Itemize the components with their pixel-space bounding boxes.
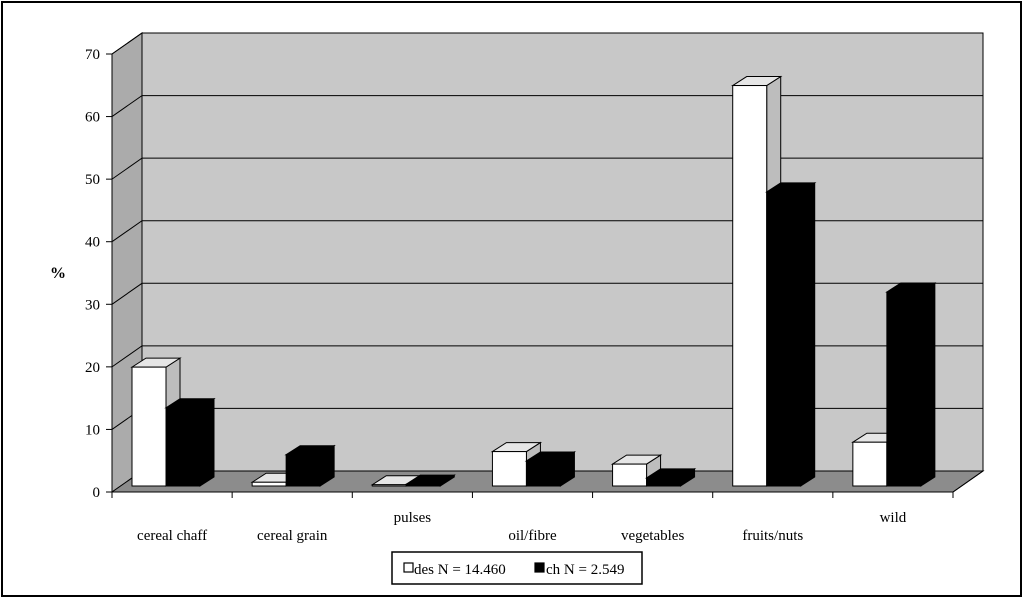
- y-tick-label: 0: [93, 485, 101, 501]
- bar-ch: [524, 451, 577, 487]
- legend-label-des: des N = 14.460: [414, 562, 506, 578]
- bar-des: [490, 441, 543, 487]
- bar-front: [732, 85, 768, 487]
- bar-side: [800, 181, 816, 487]
- bar-front: [612, 463, 648, 487]
- y-tick-label: 60: [85, 110, 100, 126]
- y-axis: 0 10 20 30 40 50 60 70: [85, 47, 113, 501]
- bar-front: [285, 454, 321, 487]
- bars: [130, 75, 937, 487]
- gridline: [111, 220, 983, 243]
- x-axis: cereal chaff cereal grain pulses oil/fibre v…: [111, 470, 984, 544]
- bar-ch: [765, 181, 817, 487]
- bar-front: [491, 451, 527, 487]
- bar-ch: [644, 467, 697, 487]
- y-tick-label: 10: [85, 422, 100, 438]
- bar-front: [766, 191, 802, 487]
- gridline: [111, 345, 983, 368]
- x-tick-label: cereal chaff: [137, 528, 207, 544]
- gridline: [111, 157, 983, 180]
- bar-front: [525, 460, 561, 487]
- bar-front: [405, 483, 441, 487]
- gridline: [111, 282, 983, 305]
- x-axis-depth: [952, 470, 984, 493]
- legend-label-ch: ch N = 2.549: [546, 562, 624, 578]
- back-wall: [141, 32, 984, 472]
- gridline: [111, 95, 983, 117]
- legend-swatch-des: [403, 562, 414, 573]
- x-tick-label: wild: [880, 510, 907, 526]
- bar-ch: [284, 444, 336, 487]
- x-tick-label: pulses: [394, 510, 432, 526]
- bar-front: [852, 441, 888, 487]
- y-tick-label: 70: [85, 47, 100, 63]
- bar-front: [251, 481, 287, 487]
- x-tick-label: cereal grain: [257, 528, 328, 544]
- legend: des N = 14.460 ch N = 2.549: [391, 551, 643, 585]
- bar-ch: [404, 474, 456, 487]
- legend-swatch-ch: [534, 562, 545, 573]
- bar-front: [165, 407, 201, 487]
- bar-front: [886, 291, 922, 487]
- x-tick-label: vegetables: [621, 528, 684, 544]
- bar-side: [920, 282, 936, 487]
- legend-box: [391, 551, 643, 585]
- bar-ch: [885, 282, 937, 487]
- bar-front: [371, 484, 407, 487]
- bar-side: [199, 397, 215, 487]
- gridline: [111, 32, 983, 55]
- x-tick-label: oil/fibre: [508, 528, 557, 544]
- y-axis-label: %: [50, 265, 66, 282]
- y-tick-label: 50: [85, 172, 100, 188]
- y-tick-label: 40: [85, 235, 100, 251]
- bar-ch: [164, 397, 216, 487]
- bar-front: [131, 366, 167, 487]
- y-tick-label: 30: [85, 297, 100, 313]
- bar-front: [646, 477, 682, 487]
- y-tick-label: 20: [85, 360, 100, 376]
- x-tick-label: fruits/nuts: [742, 528, 803, 544]
